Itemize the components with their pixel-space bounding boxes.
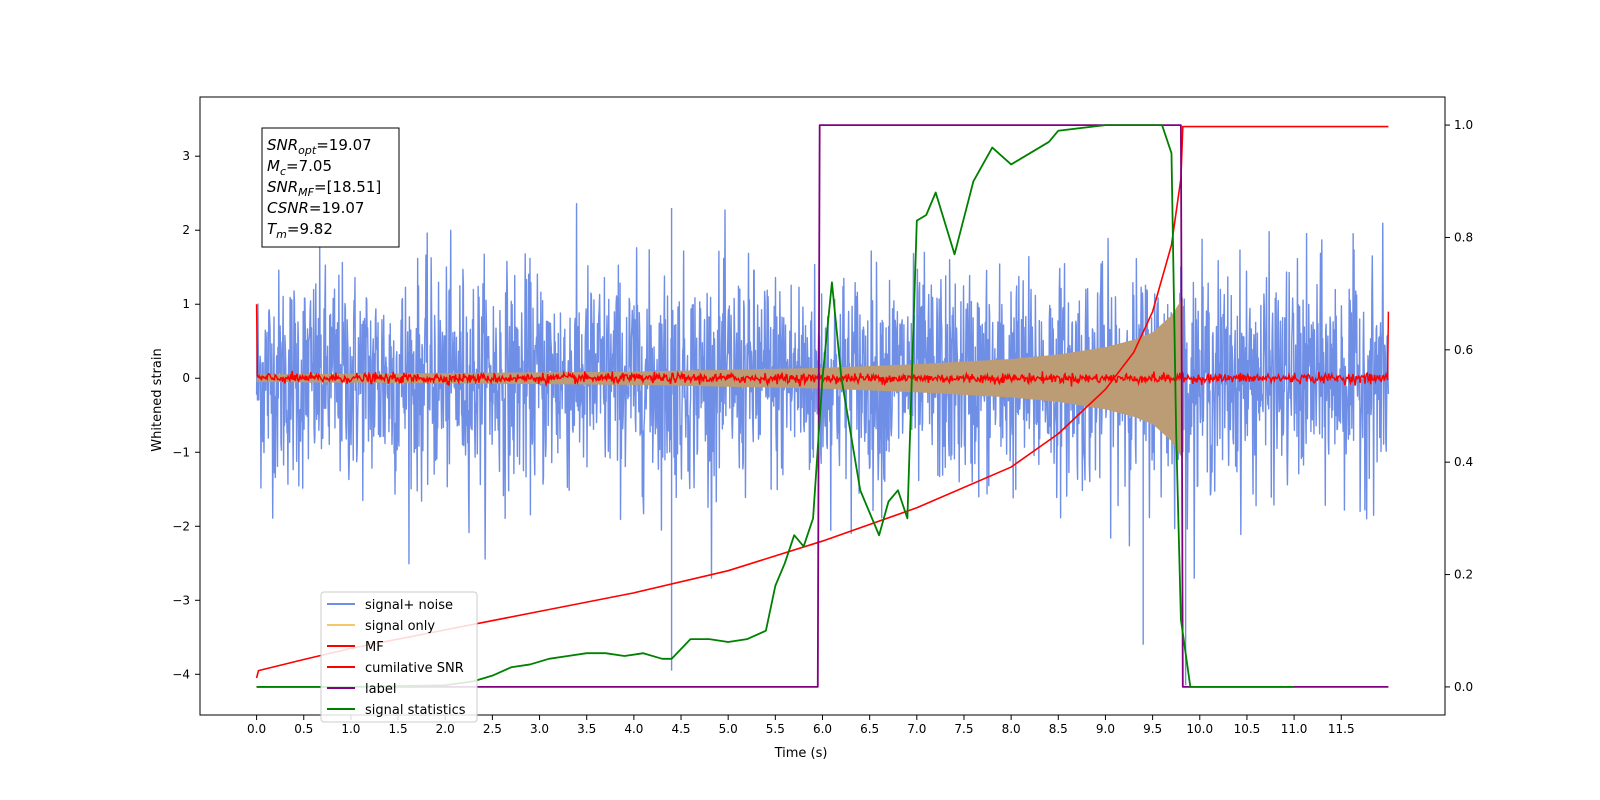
x-tick-label: 10.5 bbox=[1234, 722, 1261, 736]
axes: 0.0 0.5 1.0 1.5 2.0 2.5 3.0 3.5 4.0 4.5 5.0 5.5 6.0 6… bbox=[172, 96, 1473, 736]
y-tick-label: −1 bbox=[172, 445, 190, 459]
x-tick-label: 9.5 bbox=[1143, 722, 1162, 736]
annotation-line: Tm=9.82 bbox=[267, 220, 333, 241]
legend: signal+ noise signal only MF cumilative SNR… bbox=[320, 591, 478, 723]
y-tick-label: −2 bbox=[172, 519, 190, 533]
x-tick-label: 9.0 bbox=[1096, 722, 1115, 736]
y2-tick-label: 0.4 bbox=[1454, 455, 1473, 469]
annotation-box: SNRopt=19.07Mc=7.05SNRMF=[18.51]CSNR=19.… bbox=[261, 127, 400, 248]
y-tick-label: 0 bbox=[182, 371, 190, 385]
x-tick-label: 6.5 bbox=[860, 722, 879, 736]
legend-label: MF bbox=[365, 640, 384, 655]
x-tick-label: 0.0 bbox=[247, 722, 266, 736]
y-axis-label: Whitened strain bbox=[150, 348, 165, 451]
x-tick-label: 4.5 bbox=[671, 722, 690, 736]
x-tick-label: 1.5 bbox=[389, 722, 408, 736]
annotation-line: CSNR=19.07 bbox=[267, 199, 364, 217]
x-tick-label: 8.0 bbox=[1002, 722, 1021, 736]
series-signal-statistics bbox=[256, 124, 1295, 688]
x-tick-label: 4.0 bbox=[624, 722, 643, 736]
x-tick-label: 7.0 bbox=[907, 722, 926, 736]
annotation-line: SNRopt=19.07 bbox=[267, 136, 372, 157]
x-tick-label: 11.5 bbox=[1328, 722, 1355, 736]
x-tick-label: 11.0 bbox=[1281, 722, 1308, 736]
x-tick-label: 2.5 bbox=[483, 722, 502, 736]
annotation-frame bbox=[261, 127, 400, 248]
y-tick-label: −3 bbox=[172, 593, 190, 607]
y2-tick-label: 0.0 bbox=[1454, 680, 1473, 694]
x-tick-label: 3.0 bbox=[530, 722, 549, 736]
y2-tick-label: 0.2 bbox=[1454, 568, 1473, 582]
y-tick-label: −4 bbox=[172, 667, 190, 681]
x-axis-label: Time (s) bbox=[774, 746, 828, 761]
y2-tick-label: 1.0 bbox=[1454, 118, 1473, 132]
x-tick-label: 8.5 bbox=[1049, 722, 1068, 736]
x-tick-label: 1.0 bbox=[341, 722, 360, 736]
x-tick-label: 6.0 bbox=[813, 722, 832, 736]
x-tick-label: 5.0 bbox=[719, 722, 738, 736]
x-tick-label: 3.5 bbox=[577, 722, 596, 736]
x-tick-label: 2.0 bbox=[436, 722, 455, 736]
annotation-line: SNRMF=[18.51] bbox=[267, 178, 381, 199]
legend-label: cumilative SNR bbox=[365, 661, 464, 676]
y-tick-label: 1 bbox=[182, 297, 190, 311]
x-tick-label: 10.0 bbox=[1186, 722, 1213, 736]
y-tick-label: 3 bbox=[182, 149, 190, 163]
legend-label: signal only bbox=[365, 619, 435, 634]
legend-label: signal statistics bbox=[365, 703, 466, 718]
x-tick-label: 0.5 bbox=[294, 722, 313, 736]
y2-tick-label: 0.6 bbox=[1454, 343, 1473, 357]
legend-frame bbox=[320, 591, 478, 723]
legend-label: signal+ noise bbox=[365, 598, 453, 613]
x-tick-label: 5.5 bbox=[766, 722, 785, 736]
y-tick-label: 2 bbox=[182, 223, 190, 237]
annotation-line: Mc=7.05 bbox=[267, 157, 332, 178]
x-tick-label: 7.5 bbox=[954, 722, 973, 736]
y2-tick-label: 0.8 bbox=[1454, 230, 1473, 244]
legend-label: label bbox=[365, 682, 396, 697]
